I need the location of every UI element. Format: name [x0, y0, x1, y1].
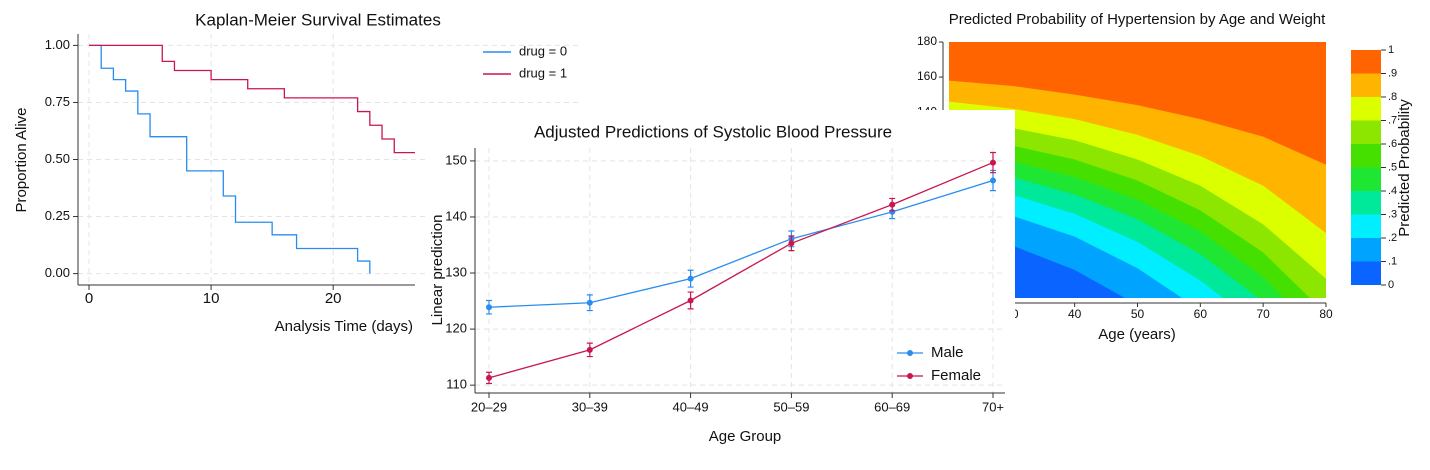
- colorbar-tick-label: .4: [1388, 185, 1397, 197]
- y-tick-label: 150: [445, 152, 467, 167]
- colorbar-tick-label: 0: [1388, 279, 1394, 291]
- legend-marker: [907, 373, 913, 379]
- point: [486, 374, 492, 381]
- point: [990, 159, 996, 166]
- colorbar-segment: [1351, 238, 1381, 262]
- x-tick-label: 40: [1068, 307, 1082, 321]
- colorbar-segment: [1351, 214, 1381, 238]
- colorbar-tick-label: .1: [1388, 255, 1397, 267]
- x-tick-label: 80: [1319, 307, 1333, 321]
- legend-label: Female: [931, 367, 981, 384]
- colorbar-tick-label: .2: [1388, 232, 1397, 244]
- y-tick-label: 110: [446, 377, 467, 392]
- x-tick-label: 20: [325, 290, 342, 307]
- point: [788, 240, 795, 247]
- colorbar-segment: [1351, 50, 1381, 74]
- y-axis-label: Proportion Alive: [13, 107, 30, 212]
- x-axis-label: Age (years): [1098, 326, 1176, 343]
- colorbar-label: Predicted Probability: [1396, 99, 1413, 237]
- panel: [425, 110, 1015, 462]
- colorbar-segment: [1351, 167, 1381, 191]
- point: [687, 297, 694, 304]
- colorbar-tick-label: .8: [1388, 91, 1397, 103]
- legend-label: Male: [931, 344, 964, 361]
- x-tick-label: 70: [1256, 307, 1270, 321]
- colorbar-tick-label: .7: [1388, 114, 1397, 126]
- y-tick-label: 120: [445, 321, 467, 336]
- colorbar-tick-label: .9: [1388, 67, 1397, 79]
- y-tick-label: 140: [445, 208, 467, 223]
- colorbar-segment: [1351, 191, 1381, 215]
- colorbar-tick-label: 1: [1388, 44, 1394, 56]
- line: [488, 179, 994, 308]
- y-tick-label: 160: [917, 69, 937, 83]
- colorbar-segment: [1351, 120, 1381, 144]
- x-tick-label: 0: [85, 290, 93, 307]
- survival-curve: [88, 44, 415, 154]
- x-tick-label: 30–39: [572, 399, 608, 414]
- point: [586, 299, 593, 306]
- survival-curve: [88, 44, 371, 274]
- chart-title: Kaplan-Meier Survival Estimates: [195, 10, 441, 29]
- x-tick-label: 20–29: [471, 399, 507, 414]
- colorbar-tick-label: .5: [1388, 161, 1397, 173]
- y-tick-label: 130: [445, 264, 467, 279]
- x-tick-label: 70+: [982, 399, 1004, 414]
- colorbar-tick-label: .3: [1388, 208, 1397, 220]
- x-tick-label: 10: [203, 290, 220, 307]
- colorbar-segment: [1351, 97, 1381, 121]
- legend-marker: [907, 350, 913, 356]
- chart-title: Predicted Probability of Hypertension by…: [949, 11, 1326, 28]
- y-tick-label: 0.50: [45, 151, 70, 166]
- km-chart: 0.00 0.25 0.50 0.75 1.00 0 10 20 drug = 0 drug = …: [13, 10, 580, 335]
- colorbar-segment: [1351, 261, 1381, 285]
- y-axis-label: Linear prediction: [429, 215, 446, 326]
- colorbar-tick-label: .6: [1388, 138, 1397, 150]
- line: [488, 161, 994, 379]
- legend-label: drug = 0: [519, 43, 567, 58]
- point: [687, 275, 694, 282]
- contour-fills: [949, 42, 1326, 298]
- x-tick-label: 60–69: [874, 399, 910, 414]
- x-tick-label: 50–59: [773, 399, 809, 414]
- colorbar-segment: [1351, 144, 1381, 168]
- colorbar-segment: [1351, 73, 1381, 97]
- point: [990, 177, 996, 184]
- y-tick-label: 0.00: [45, 265, 70, 280]
- x-axis-label: Age Group: [709, 428, 782, 445]
- x-tick-label: 50: [1131, 307, 1145, 321]
- contour-band: [949, 42, 1326, 165]
- y-tick-label: 0.75: [45, 94, 70, 109]
- chart-title: Adjusted Predictions of Systolic Blood P…: [534, 122, 892, 141]
- x-tick-label: 60: [1194, 307, 1208, 321]
- point: [889, 201, 896, 208]
- x-tick-label: 40–49: [673, 399, 709, 414]
- prediction-chart: 110 120 130 140 150 20–29 30–39 40–49 50–59 60–69…: [425, 110, 1015, 462]
- y-tick-label: 1.00: [45, 37, 70, 52]
- point: [586, 346, 593, 353]
- y-tick-label: 180: [917, 34, 937, 48]
- point: [486, 304, 492, 311]
- y-tick-label: 0.25: [45, 208, 70, 223]
- legend-label: drug = 1: [519, 65, 567, 80]
- x-axis-label: Analysis Time (days): [275, 318, 413, 335]
- contour-chart: 406080100120140160180203040506070800.1.2…: [917, 11, 1413, 343]
